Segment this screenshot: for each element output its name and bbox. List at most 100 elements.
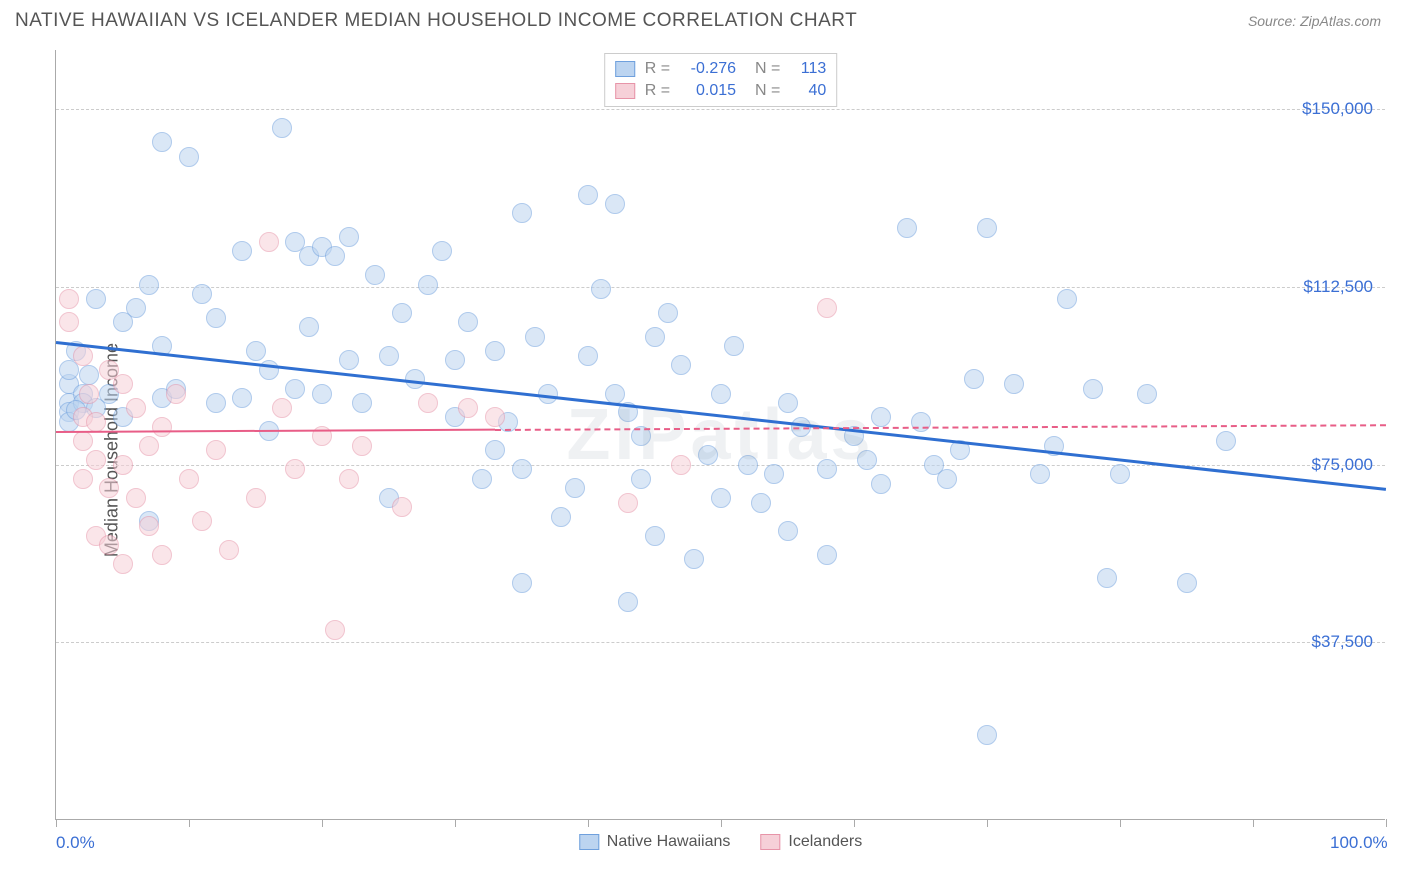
scatter-point-hawaiians (1216, 431, 1236, 451)
scatter-point-hawaiians (79, 365, 99, 385)
scatter-point-hawaiians (605, 194, 625, 214)
scatter-point-hawaiians (246, 341, 266, 361)
scatter-point-icelanders (113, 455, 133, 475)
scatter-point-icelanders (113, 374, 133, 394)
scatter-point-hawaiians (778, 521, 798, 541)
scatter-point-hawaiians (339, 350, 359, 370)
scatter-point-icelanders (126, 488, 146, 508)
gridline-v (721, 50, 722, 819)
scatter-point-hawaiians (738, 455, 758, 475)
legend-stat-row: R =-0.276 N =113 (615, 58, 827, 80)
scatter-point-hawaiians (631, 469, 651, 489)
scatter-point-hawaiians (485, 440, 505, 460)
legend-r-value: -0.276 (680, 60, 736, 78)
x-tick-label: 0.0% (56, 833, 95, 853)
y-tick-label: $75,000 (1312, 455, 1373, 475)
x-tick (721, 819, 722, 827)
scatter-point-icelanders (79, 384, 99, 404)
y-tick-label: $37,500 (1312, 632, 1373, 652)
scatter-point-hawaiians (525, 327, 545, 347)
scatter-point-icelanders (113, 554, 133, 574)
x-tick (588, 819, 589, 827)
scatter-point-icelanders (139, 516, 159, 536)
scatter-point-icelanders (99, 535, 119, 555)
scatter-point-hawaiians (232, 241, 252, 261)
scatter-point-hawaiians (711, 488, 731, 508)
legend-stats: R =-0.276 N =113R =0.015 N =40 (604, 53, 838, 107)
scatter-point-hawaiians (897, 218, 917, 238)
scatter-point-hawaiians (512, 573, 532, 593)
x-tick (189, 819, 190, 827)
x-tick (322, 819, 323, 827)
legend-r-label: R = (645, 82, 670, 100)
scatter-point-icelanders (206, 440, 226, 460)
scatter-point-hawaiians (365, 265, 385, 285)
scatter-point-icelanders (485, 407, 505, 427)
x-tick (1253, 819, 1254, 827)
legend-r-label: R = (645, 60, 670, 78)
scatter-point-hawaiians (352, 393, 372, 413)
scatter-point-hawaiians (764, 464, 784, 484)
scatter-point-icelanders (339, 469, 359, 489)
scatter-point-icelanders (272, 398, 292, 418)
x-tick (1120, 819, 1121, 827)
scatter-point-icelanders (618, 493, 638, 513)
scatter-point-hawaiians (778, 393, 798, 413)
scatter-point-hawaiians (658, 303, 678, 323)
legend-n-value: 113 (790, 60, 826, 78)
y-tick-label: $150,000 (1302, 99, 1373, 119)
gridline-v (588, 50, 589, 819)
scatter-point-hawaiians (618, 592, 638, 612)
scatter-point-hawaiians (977, 218, 997, 238)
scatter-point-hawaiians (86, 289, 106, 309)
scatter-point-icelanders (59, 312, 79, 332)
scatter-point-icelanders (59, 289, 79, 309)
legend-swatch (579, 834, 599, 850)
scatter-point-hawaiians (325, 246, 345, 266)
scatter-point-hawaiians (565, 478, 585, 498)
scatter-point-icelanders (166, 384, 186, 404)
scatter-point-hawaiians (299, 317, 319, 337)
scatter-point-hawaiians (1057, 289, 1077, 309)
gridline-v (1253, 50, 1254, 819)
scatter-point-icelanders (246, 488, 266, 508)
scatter-point-hawaiians (206, 308, 226, 328)
scatter-point-icelanders (817, 298, 837, 318)
legend-n-value: 40 (790, 82, 826, 100)
scatter-point-hawaiians (724, 336, 744, 356)
scatter-point-hawaiians (312, 384, 332, 404)
scatter-point-hawaiians (871, 407, 891, 427)
scatter-point-hawaiians (671, 355, 691, 375)
legend-label: Icelanders (788, 833, 862, 851)
scatter-point-icelanders (126, 398, 146, 418)
scatter-point-hawaiians (512, 203, 532, 223)
scatter-point-hawaiians (339, 227, 359, 247)
scatter-point-icelanders (86, 450, 106, 470)
scatter-point-hawaiians (605, 384, 625, 404)
scatter-point-hawaiians (1110, 464, 1130, 484)
gridline-v (455, 50, 456, 819)
scatter-point-hawaiians (698, 445, 718, 465)
scatter-point-icelanders (285, 459, 305, 479)
scatter-point-hawaiians (711, 384, 731, 404)
scatter-point-hawaiians (418, 275, 438, 295)
scatter-point-hawaiians (179, 147, 199, 167)
scatter-point-icelanders (73, 431, 93, 451)
scatter-point-hawaiians (578, 346, 598, 366)
scatter-point-icelanders (192, 511, 212, 531)
legend-label: Native Hawaiians (607, 833, 731, 851)
scatter-point-icelanders (99, 478, 119, 498)
gridline-v (1120, 50, 1121, 819)
legend-swatch (615, 83, 635, 99)
scatter-point-hawaiians (139, 275, 159, 295)
scatter-point-hawaiians (1030, 464, 1050, 484)
scatter-point-hawaiians (857, 450, 877, 470)
scatter-point-hawaiians (485, 341, 505, 361)
scatter-point-hawaiians (751, 493, 771, 513)
scatter-point-icelanders (458, 398, 478, 418)
scatter-point-icelanders (152, 545, 172, 565)
scatter-point-icelanders (671, 455, 691, 475)
scatter-point-hawaiians (512, 459, 532, 479)
x-tick (455, 819, 456, 827)
legend-swatch (760, 834, 780, 850)
